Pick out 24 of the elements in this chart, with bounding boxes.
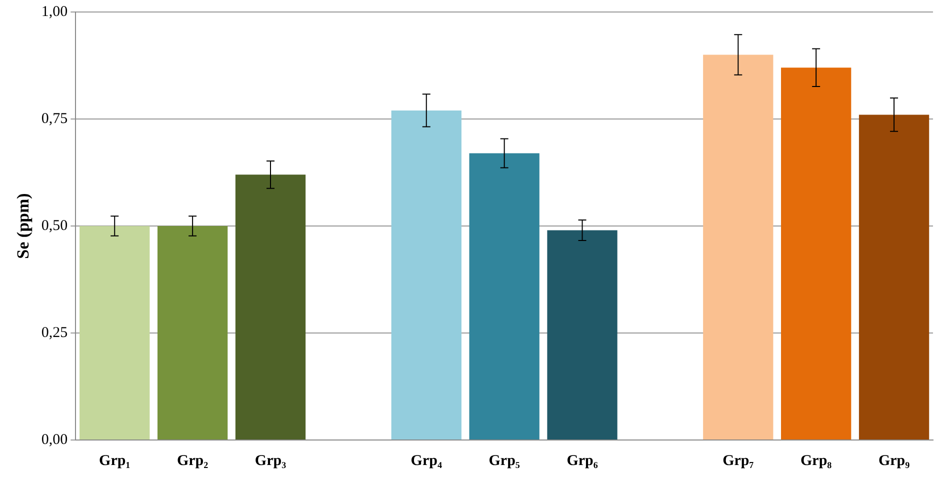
y-tick-label: 1,00 <box>41 4 68 20</box>
x-tick-label: Grp₇ <box>722 452 754 469</box>
bar <box>858 114 930 440</box>
bar <box>781 68 852 440</box>
x-tick-label: Grp₈ <box>800 452 832 469</box>
bar <box>157 226 228 440</box>
x-tick-label: Grp₉ <box>878 452 910 469</box>
x-tick-label: Grp₁ <box>99 452 130 469</box>
bar <box>391 110 462 440</box>
y-axis-title: Se (ppm) <box>14 193 33 259</box>
bar <box>547 230 618 440</box>
bar <box>703 54 774 440</box>
y-tick-label: 0,50 <box>41 218 68 234</box>
x-tick-label: Grp₆ <box>566 452 598 469</box>
y-tick-label: 0,00 <box>41 432 68 448</box>
bar <box>80 226 150 440</box>
x-tick-label: Grp₂ <box>176 452 209 469</box>
y-tick-label: 0,25 <box>41 324 68 341</box>
y-tick-label: 0,75 <box>41 110 68 127</box>
bar <box>469 153 540 440</box>
x-tick-label: Grp₃ <box>254 452 287 469</box>
bar <box>235 174 306 440</box>
x-tick-label: Grp₅ <box>488 452 520 469</box>
x-tick-label: Grp₄ <box>410 452 442 469</box>
